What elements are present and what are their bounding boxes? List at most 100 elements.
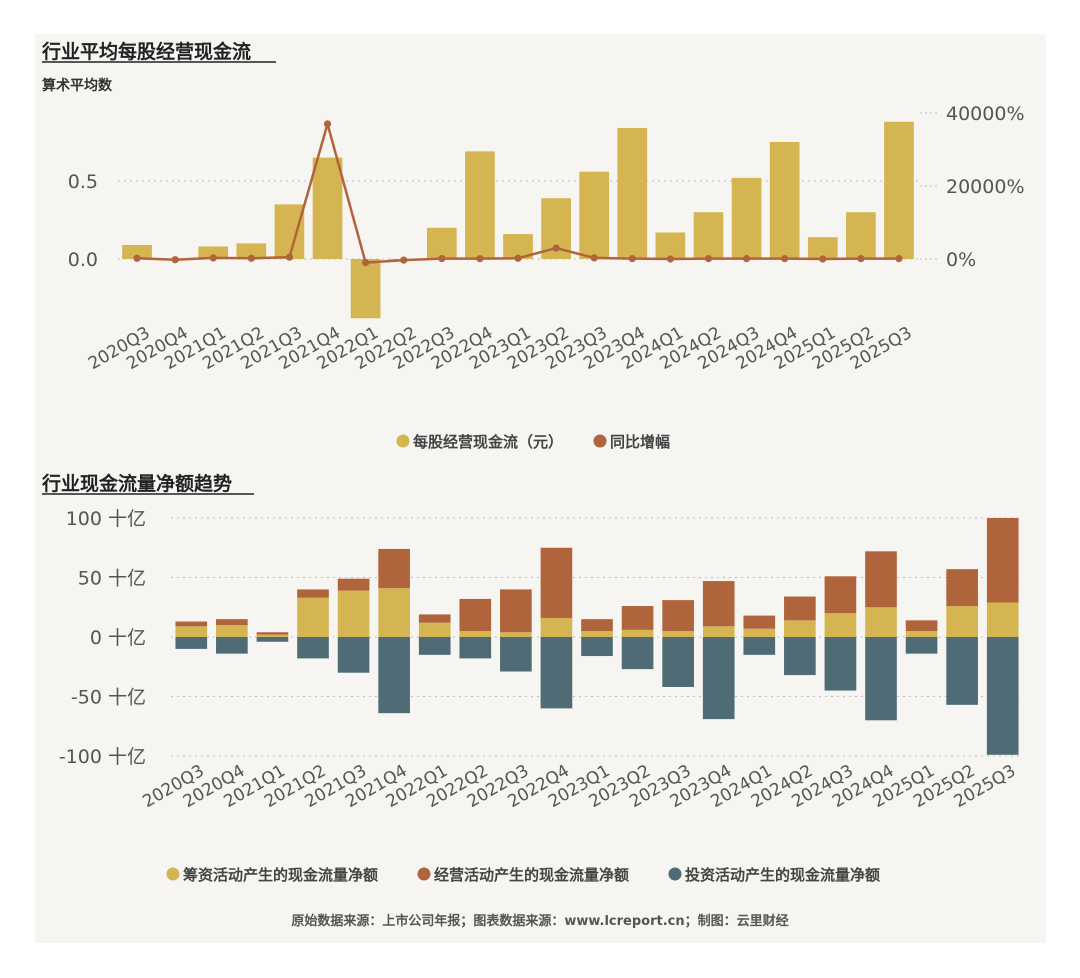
chart1-growth-point-2024Q2 [704,255,713,263]
chart2-bar-investing-2020Q3 [175,637,208,649]
chart2-bar-operating-2023Q2 [621,606,654,630]
chart2-bar-investing-2025Q3 [986,637,1019,755]
chart2-bar-operating-2022Q4 [540,547,573,618]
chart2-bar-operating-2020Q4 [216,619,248,626]
chart1-bar-2022Q1 [350,259,381,319]
chart1-growth-point-2023Q3 [590,254,598,262]
chart1-growth-point-2022Q1 [362,259,370,267]
chart2-bar-financing-2021Q1 [256,634,289,637]
chart1-legend-label: 每股经营现金流（元） [413,433,563,451]
chart2-bar-operating-2021Q1 [256,632,289,635]
chart1-bar-2025Q3 [884,121,914,259]
chart1-bar-2022Q4 [465,151,495,259]
chart2-y-tick: 50 十亿 [78,568,146,590]
chart2-y-tick: 0 十亿 [90,627,146,649]
chart2-bar-investing-2024Q3 [824,637,857,691]
chart1-growth-point-2022Q2 [400,256,408,264]
chart1-title: 行业平均每股经营现金流 [41,40,251,63]
chart2-bar-operating-2021Q3 [337,578,370,591]
chart2-bar-financing-2024Q1 [743,628,776,637]
chart1-left-axis: 0.0 0.5 [68,171,98,271]
chart1-growth-point-2022Q3 [438,255,446,263]
chart1-bar-2021Q2 [236,243,267,259]
chart2-bar-financing-2021Q3 [337,590,370,637]
chart1-left-tick: 0.5 [68,171,98,193]
chart2-bar-financing-2024Q3 [824,613,857,637]
chart1-growth-point-2023Q1 [514,254,522,262]
chart1-legend-swatch [593,434,607,448]
chart2-bar-operating-2021Q2 [297,589,329,598]
chart1-growth-line [133,119,903,267]
chart1-bar-2024Q4 [769,142,800,259]
chart1-growth-point-2024Q1 [666,255,674,263]
chart1-growth-point-2023Q4 [628,255,636,263]
chart2-bar-investing-2023Q4 [702,637,735,720]
chart2-bar-financing-2025Q3 [986,602,1019,637]
chart2-bars [175,518,1019,755]
chart2-bar-financing-2023Q4 [702,626,735,637]
chart2-bar-investing-2022Q4 [540,637,573,709]
chart1-legend-label: 同比增幅 [610,433,670,451]
chart2-bar-financing-2023Q2 [621,629,654,637]
chart1-growth-point-2022Q4 [476,255,484,263]
chart2-legend-swatch [417,867,431,881]
chart2-legend-label: 筹资活动产生的现金流量净额 [183,866,378,884]
chart2-title: 行业现金流量净额趋势 [41,472,232,495]
chart1-growth-point-2021Q2 [247,254,255,262]
chart-panel [35,34,1046,943]
chart1-bar-2023Q3 [579,171,610,259]
chart2-bar-investing-2024Q2 [784,637,816,676]
chart2-bar-financing-2022Q3 [500,632,532,637]
chart2-bar-financing-2020Q4 [216,625,248,637]
chart2-bar-operating-2023Q1 [581,619,613,632]
chart2-bar-financing-2022Q1 [418,622,451,637]
chart2-bar-operating-2025Q3 [986,518,1019,603]
chart2-bar-investing-2022Q2 [459,637,492,659]
footer-source: 原始数据来源：上市公司年报；图表数据来源：www.lcreport.cn；制图：… [291,913,788,929]
chart2-bar-investing-2024Q4 [865,637,897,721]
chart2-bar-operating-2022Q3 [500,589,532,633]
chart2-bar-investing-2022Q3 [500,637,532,672]
chart2-bar-investing-2024Q1 [743,637,776,655]
chart1-bar-2021Q1 [198,246,229,259]
chart1-growth-point-2023Q2 [552,244,560,252]
chart2-bar-investing-2021Q3 [337,637,370,673]
chart2-bar-operating-2023Q4 [702,581,735,627]
chart2-legend-label: 投资活动产生的现金流量净额 [685,866,880,884]
chart2-bar-investing-2023Q2 [621,637,654,670]
chart2-x-axis: 2020Q32020Q42021Q12021Q22021Q32021Q42022… [139,761,1019,812]
chart1-growth-point-2025Q3 [895,255,903,263]
chart1-growth-point-2020Q4 [171,256,179,264]
chart1-bar-2024Q2 [693,212,724,259]
chart2-bar-investing-2021Q4 [378,637,410,714]
chart1-legend: 每股经营现金流（元） 同比增幅 [396,433,670,451]
chart2-bar-financing-2023Q1 [581,631,613,637]
chart2-bar-financing-2021Q2 [297,597,329,637]
chart2-bar-investing-2023Q3 [662,637,694,687]
chart2-bar-operating-2024Q2 [784,596,816,621]
chart2-y-tick: -50 十亿 [71,687,146,709]
chart1-subtitle: 算术平均数 [42,77,113,94]
chart1-legend-swatch [396,434,410,448]
chart1-growth-point-2025Q1 [819,255,827,263]
chart1-bar-2024Q3 [731,177,762,259]
chart1-growth-point-2021Q3 [285,253,294,261]
chart1-growth-point-2020Q3 [133,254,141,262]
chart2-bar-financing-2023Q3 [662,631,694,637]
chart2-legend-label: 经营活动产生的现金流量净额 [434,866,629,884]
chart1-bar-2025Q1 [807,237,838,259]
chart1-right-tick: 20000% [946,176,1025,198]
chart2-bar-investing-2021Q1 [256,637,289,642]
chart2-bar-investing-2025Q1 [905,637,938,654]
chart1-bar-2020Q3 [122,244,152,259]
chart1-bar-2025Q2 [846,212,876,259]
chart2-bar-financing-2021Q4 [378,588,410,637]
chart2-bar-financing-2020Q3 [175,626,208,637]
chart2-y-tick: 100 十亿 [66,508,146,530]
chart2-bar-investing-2021Q2 [297,637,329,659]
chart2-bar-investing-2025Q2 [946,637,978,705]
chart2-bar-financing-2024Q2 [784,620,816,637]
chart1-bar-2024Q1 [655,232,686,259]
chart1-growth-point-2024Q3 [742,255,751,263]
chart1-bar-2023Q4 [617,127,648,260]
